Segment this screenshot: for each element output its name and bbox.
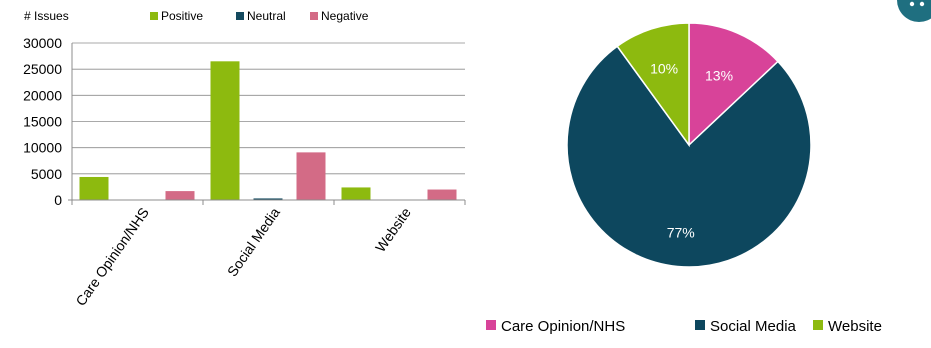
x-axis xyxy=(68,43,466,205)
pie-slice-social-media xyxy=(566,45,812,268)
y-axis-title: # Issues xyxy=(24,9,69,23)
legend-swatch-care-opinion-nhs xyxy=(486,320,496,330)
y-tick-label: 10000 xyxy=(23,140,62,156)
legend-label-website: Website xyxy=(828,318,882,335)
bar-neutral-social-media xyxy=(253,198,283,200)
pie-legend: Care Opinion/NHS Social Media Website xyxy=(486,318,882,335)
bar-negative-website xyxy=(427,189,457,200)
y-tick-labels: 30000 25000 20000 15000 10000 5000 0 xyxy=(23,35,62,208)
pie-slice-website xyxy=(616,22,690,148)
bar-positive-care-opinion-nhs xyxy=(79,176,109,200)
pie-label-social-media: 77% xyxy=(667,224,695,240)
bar-negative-care-opinion-nhs xyxy=(165,191,195,200)
chat-bubble-icon xyxy=(897,0,931,22)
y-tick-label: 0 xyxy=(54,192,62,208)
bar-negative-social-media xyxy=(296,152,326,200)
legend-swatch-social-media xyxy=(695,320,705,330)
legend-swatch-positive xyxy=(150,12,158,20)
y-tick-label: 20000 xyxy=(23,87,62,103)
pie-label-website: 10% xyxy=(650,60,678,76)
badge-dot xyxy=(909,1,915,7)
legend-label-care-opinion-nhs: Care Opinion/NHS xyxy=(501,318,625,335)
x-tick-labels: Care Opinion/NHS Social Media Website xyxy=(72,204,414,308)
legend-label-negative: Negative xyxy=(321,9,369,23)
y-tick-label: 30000 xyxy=(23,35,62,51)
bar-gridlines xyxy=(72,42,465,175)
pie-label-care-opinion-nhs: 13% xyxy=(705,68,733,84)
legend-swatch-website xyxy=(813,320,823,330)
x-tick-label: Care Opinion/NHS xyxy=(72,205,152,309)
bar-positive-social-media xyxy=(210,61,240,200)
legend-label-social-media: Social Media xyxy=(710,318,797,335)
bar-positive-website xyxy=(341,187,371,200)
bar-legend: Positive Neutral Negative xyxy=(150,9,369,23)
x-tick-label: Social Media xyxy=(224,204,283,279)
bar-chart: # Issues Positive Neutral Negative 30000 25… xyxy=(23,9,466,309)
legend-label-positive: Positive xyxy=(161,9,203,23)
legend-swatch-neutral xyxy=(236,12,244,20)
pie-slice-care-opinion-nhs xyxy=(688,22,779,147)
x-tick-label: Website xyxy=(372,204,414,255)
legend-swatch-negative xyxy=(310,12,318,20)
badge-dot xyxy=(919,1,925,7)
pie-chart: 13% 77% 10% Care Opinion/NHS Social Media We… xyxy=(486,0,931,335)
y-tick-label: 15000 xyxy=(23,114,62,130)
legend-label-neutral: Neutral xyxy=(247,9,286,23)
y-tick-label: 5000 xyxy=(31,166,62,182)
y-tick-label: 25000 xyxy=(23,61,62,77)
pie-data-labels: 13% 77% 10% xyxy=(650,60,733,240)
bar-series xyxy=(79,61,457,200)
pie-slices xyxy=(566,22,812,268)
